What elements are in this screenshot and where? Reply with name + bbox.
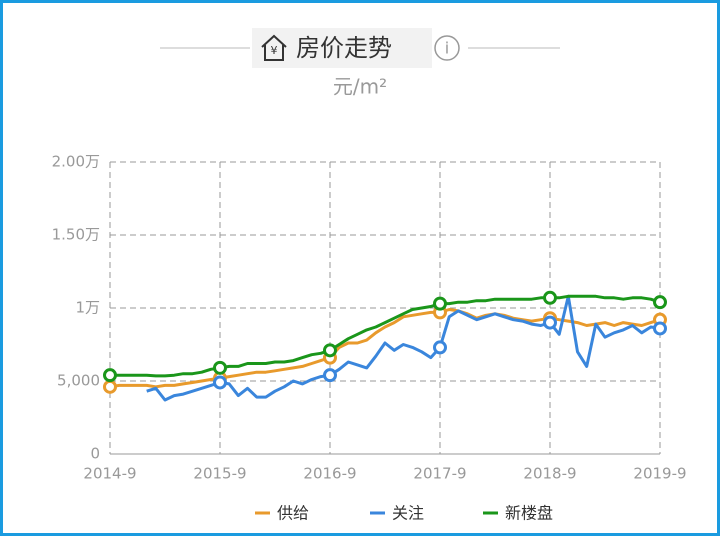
house-icon: ¥ — [261, 34, 287, 61]
point-marker — [543, 315, 557, 330]
y-tick-label: 1万 — [75, 299, 100, 317]
y-tick-label: 1.50万 — [52, 226, 100, 244]
svg-text:i: i — [445, 39, 449, 58]
x-tick-label: 2015-9 — [193, 465, 246, 483]
legend-label: 关注 — [392, 504, 424, 523]
y-tick-label: 0 — [90, 445, 100, 463]
point-marker — [433, 340, 447, 355]
y-tick-label: 5,000 — [57, 372, 100, 390]
x-tick-label: 2019-9 — [633, 465, 686, 483]
chart-title: 房价走势 — [296, 34, 392, 62]
x-tick-label: 2017-9 — [413, 465, 466, 483]
legend-label: 供给 — [277, 504, 309, 523]
info-icon[interactable]: i — [434, 35, 460, 61]
x-tick-label: 2018-9 — [523, 465, 576, 483]
series-line — [110, 294, 661, 378]
point-marker — [653, 321, 667, 336]
x-tick-label: 2016-9 — [303, 465, 356, 483]
svg-text:¥: ¥ — [271, 44, 278, 57]
series-line — [146, 294, 661, 402]
y-tick-label: 2.00万 — [52, 153, 100, 171]
point-marker — [433, 296, 447, 311]
point-marker — [323, 368, 337, 383]
series-line — [109, 308, 661, 389]
point-marker — [323, 343, 337, 358]
point-marker — [213, 360, 227, 375]
x-tick-label: 2014-9 — [83, 465, 136, 483]
point-marker — [103, 379, 117, 394]
point-marker — [213, 375, 227, 390]
point-marker — [543, 290, 557, 305]
chart-subtitle: 元/m² — [333, 75, 387, 99]
legend-label: 新楼盘 — [505, 504, 553, 523]
point-marker — [653, 295, 667, 310]
point-marker — [103, 368, 117, 383]
